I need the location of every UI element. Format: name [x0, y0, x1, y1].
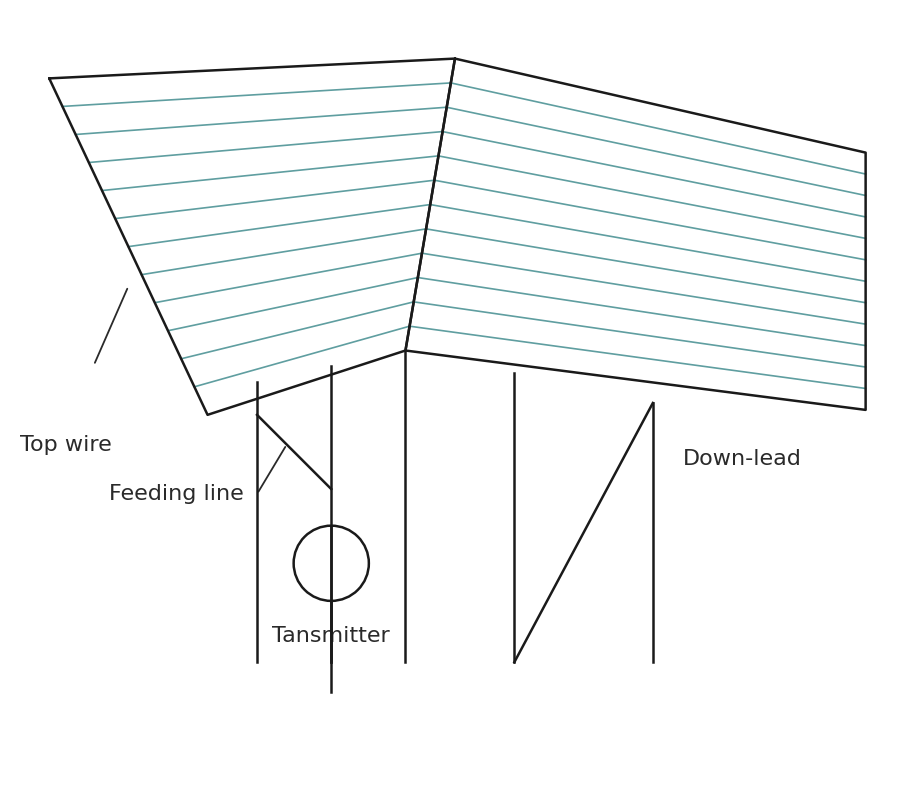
- Text: Down-lead: Down-lead: [682, 450, 801, 470]
- Text: Tansmitter: Tansmitter: [273, 626, 390, 646]
- Text: Feeding line: Feeding line: [109, 484, 243, 504]
- Text: Top wire: Top wire: [20, 434, 112, 454]
